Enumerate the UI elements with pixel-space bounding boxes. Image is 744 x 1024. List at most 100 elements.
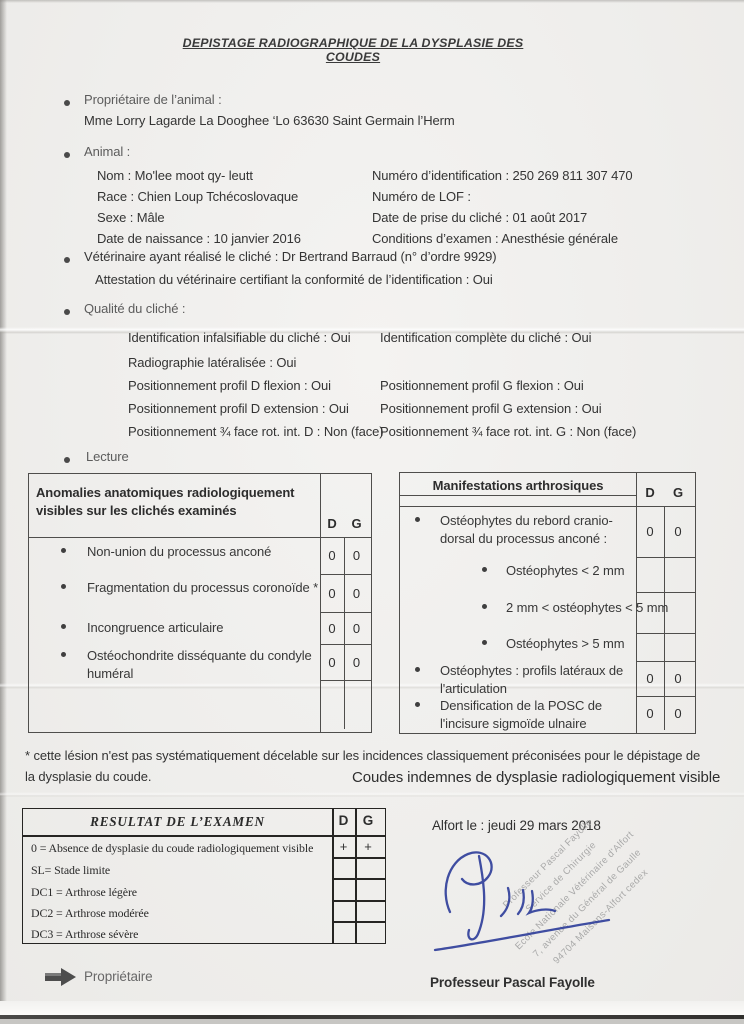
cell-d: 0: [328, 620, 336, 636]
animal-birthdate: Date de naissance : 10 janvier 2016: [97, 231, 301, 246]
column-header-g: G: [351, 516, 362, 531]
paper-crease: [0, 327, 744, 334]
anomalies-table-header: Anomalies anatomiques radiologiquement v…: [36, 485, 295, 518]
scan-edge-bottom-gray: [0, 1019, 744, 1024]
bullet-icon: [64, 457, 70, 463]
cell-d: 0: [646, 705, 654, 721]
quality-row-left: Radiographie latéralisée : Oui: [128, 355, 297, 370]
grid-line: [320, 680, 371, 682]
cell-g: 0: [352, 620, 361, 636]
grid-line: [636, 473, 638, 733]
scan-edge-left: [0, 0, 7, 1024]
quality-row-right: Positionnement profil G flexion : Oui: [380, 378, 584, 393]
bullet-icon: [64, 152, 70, 158]
cell-d: 0: [328, 585, 336, 601]
signature-stroke: [525, 889, 557, 916]
cell-g: 0: [352, 585, 361, 601]
result-row-label: DC3 = Arthrose sévère: [31, 927, 139, 941]
anomaly-row-label: Ostéochondrite disséquante du condyle hu…: [87, 648, 312, 681]
signature-stroke: [444, 851, 493, 914]
animal-lof-number: Numéro de LOF :: [372, 189, 471, 204]
grid-line: [332, 809, 334, 943]
page-title: DEPISTAGE RADIOGRAPHIQUE DE LA DYSPLASIE…: [182, 36, 524, 64]
signature-stroke: [433, 918, 611, 952]
attestation-line: Attestation du vétérinaire certifiant la…: [95, 272, 493, 287]
column-header-g: G: [672, 485, 683, 500]
quality-row-left: Positionnement profil D flexion : Oui: [128, 378, 331, 393]
cell-d: 0: [328, 548, 336, 563]
result-row-label: DC1 = Arthrose légère: [31, 885, 137, 899]
grid-line: [636, 661, 695, 663]
bullet-icon: [64, 100, 70, 106]
conclusion: Coudes indemnes de dysplasie radiologiqu…: [352, 769, 721, 786]
arthrosis-subrow-label: Ostéophytes < 2 mm: [506, 563, 625, 578]
bullet-icon: [64, 257, 70, 263]
cell-d: 0: [646, 671, 654, 686]
column-header-g: G: [362, 813, 374, 828]
bullet-icon: [61, 584, 66, 589]
animal-name: Nom : Mo'lee moot qy- leutt: [97, 168, 253, 183]
quality-row-right: Positionnement ¾ face rot. int. G : Non …: [380, 424, 637, 439]
grid-line: [23, 835, 385, 837]
cell-g: 0: [674, 524, 682, 539]
result-row-label: SL= Stade limite: [31, 863, 111, 877]
exam-conditions: Conditions d’examen : Anesthésie général…: [372, 231, 618, 246]
scan-edge-top: [0, 0, 744, 3]
result-row-label: 0 = Absence de dysplasie du coude radiol…: [31, 841, 314, 855]
grid-line: [636, 592, 695, 594]
result-row-label: DC2 = Arthrose modérée: [31, 906, 149, 920]
bullet-icon: [482, 567, 487, 572]
bullet-icon: [482, 640, 487, 645]
anomalies-table: Anomalies anatomiques radiologiquement v…: [28, 473, 372, 733]
footnote: * cette lésion n'est pas systématiquemen…: [25, 748, 701, 784]
grid-line: [400, 506, 695, 508]
bullet-icon: [415, 667, 420, 672]
veterinarian-line: Vétérinaire ayant réalisé le cliché : Dr…: [84, 249, 497, 264]
arthrosis-table: Manifestations arthrosiques D G Ostéophy…: [399, 472, 696, 734]
grid-line: [332, 878, 385, 880]
quality-row-right: Positionnement profil G extension : Oui: [380, 401, 602, 416]
grid-line: [320, 612, 371, 614]
grid-line: [664, 506, 666, 730]
xray-date: Date de prise du cliché : 01 août 2017: [372, 210, 588, 225]
grid-line: [29, 537, 371, 539]
grid-line: [320, 574, 371, 576]
cell-d: +: [339, 838, 348, 854]
signature-stroke: [516, 888, 525, 916]
cell-d: 0: [646, 524, 654, 539]
cell-g: 0: [674, 671, 682, 686]
column-header-d: D: [327, 516, 337, 531]
cell-d: 0: [328, 654, 336, 670]
anomaly-row-label: Non-union du processus anconé: [87, 544, 272, 559]
anomaly-row-label: Incongruence articulaire: [87, 620, 224, 635]
anomaly-row-label: Fragmentation du processus coronoïde *: [87, 580, 319, 595]
result-table: RESULTAT DE L’EXAMEN D G 0 = Absence de …: [22, 808, 386, 944]
scan-edge-bottom-dark: [0, 1015, 744, 1019]
arthrosis-row-label: Ostéophytes du rebord cranio-dorsal du p…: [440, 513, 613, 546]
animal-id-number: Numéro d’identification : 250 269 811 30…: [372, 168, 633, 183]
result-table-header: RESULTAT DE L’EXAMEN: [90, 814, 265, 829]
grid-line: [636, 557, 695, 559]
grid-line: [344, 537, 346, 729]
quality-row-left: Positionnement profil D extension : Oui: [128, 401, 349, 416]
signer-name: Professeur Pascal Fayolle: [430, 975, 595, 990]
grid-line: [332, 921, 385, 923]
animal-label: Animal :: [84, 144, 131, 159]
bullet-icon: [61, 624, 66, 629]
cell-g: 0: [352, 654, 361, 670]
grid-line: [400, 495, 636, 497]
arthrosis-subrow-label: Ostéophytes > 5 mm: [506, 636, 625, 651]
quality-label: Qualité du cliché :: [84, 301, 186, 316]
grid-line: [332, 900, 385, 902]
arthrosis-subrow-label: 2 mm < ostéophytes < 5 mm: [506, 600, 669, 615]
grid-line: [320, 474, 322, 732]
grid-line: [636, 633, 695, 635]
cell-g: 0: [674, 705, 682, 721]
signature: [433, 851, 611, 952]
bullet-icon: [64, 309, 70, 315]
column-header-d: D: [645, 485, 655, 500]
quality-row-left: Positionnement ¾ face rot. int. D : Non …: [128, 424, 384, 439]
grid-line: [332, 857, 385, 859]
owner-value: Mme Lorry Lagarde La Dooghee ‘Lo 63630 S…: [84, 113, 455, 128]
